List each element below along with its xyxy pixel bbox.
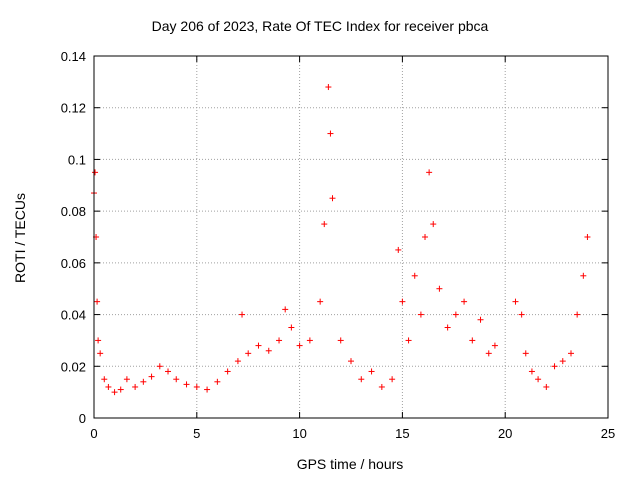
x-tick-label: 20 — [498, 426, 512, 441]
data-point — [461, 298, 468, 305]
chart-points — [91, 84, 591, 396]
data-point — [317, 298, 324, 305]
data-point — [97, 350, 104, 357]
data-point — [411, 272, 418, 279]
data-point — [94, 298, 101, 305]
data-point — [123, 376, 130, 383]
data-point — [276, 337, 283, 344]
data-point — [477, 316, 484, 323]
data-point — [282, 306, 289, 313]
data-point — [417, 311, 424, 318]
data-point — [288, 324, 295, 331]
chart-title: Day 206 of 2023, Rate Of TEC Index for r… — [151, 18, 489, 34]
data-point — [535, 376, 542, 383]
data-point — [559, 358, 566, 365]
data-point — [245, 350, 252, 357]
data-point — [522, 350, 529, 357]
x-tick-label: 5 — [193, 426, 200, 441]
data-point — [436, 285, 443, 292]
data-point — [348, 358, 354, 365]
data-point — [580, 272, 587, 279]
data-point — [193, 383, 200, 390]
chart-grid — [94, 56, 608, 418]
x-tick-label: 15 — [395, 426, 409, 441]
data-point — [173, 376, 180, 383]
data-point — [528, 368, 535, 375]
data-point — [512, 298, 519, 305]
data-point — [567, 350, 574, 357]
data-point — [491, 342, 498, 349]
data-point — [132, 383, 139, 390]
data-point — [255, 342, 262, 349]
x-axis-label: GPS time / hours — [296, 456, 404, 472]
data-point — [485, 350, 492, 357]
y-tick-label: 0.12 — [61, 101, 86, 116]
data-point — [444, 324, 451, 331]
data-point — [234, 358, 241, 365]
y-axis-label: ROTI / TECUs — [12, 193, 28, 283]
plot-frame — [93, 55, 609, 419]
data-point — [389, 376, 396, 383]
data-point — [117, 386, 124, 393]
data-point — [265, 347, 272, 354]
data-point — [111, 389, 118, 396]
data-point — [405, 337, 412, 344]
data-point — [239, 311, 246, 318]
data-point — [518, 311, 525, 318]
data-point — [321, 221, 328, 228]
data-point — [204, 386, 211, 393]
data-point — [105, 383, 112, 390]
data-point — [148, 373, 155, 380]
data-point — [430, 221, 437, 228]
data-point — [543, 383, 550, 390]
y-tick-label: 0.08 — [61, 204, 86, 219]
y-tick-label: 0.06 — [61, 256, 86, 271]
data-point — [395, 246, 402, 253]
data-point — [422, 234, 429, 240]
data-point — [101, 376, 108, 383]
data-point — [584, 234, 591, 240]
data-point — [165, 368, 172, 375]
data-point — [325, 84, 332, 91]
data-point — [214, 378, 221, 385]
y-tick-label: 0.1 — [68, 152, 86, 167]
data-point — [327, 130, 334, 137]
data-point — [426, 169, 433, 176]
data-point — [452, 311, 459, 318]
data-point — [140, 378, 147, 385]
y-tick-label: 0.14 — [61, 49, 86, 64]
data-point — [337, 337, 344, 344]
y-tick-label: 0.04 — [61, 308, 86, 323]
data-point — [574, 311, 581, 318]
data-point — [551, 363, 558, 370]
data-point — [306, 337, 313, 344]
data-point — [224, 368, 231, 375]
data-point — [469, 337, 476, 344]
data-point — [378, 383, 385, 390]
x-tick-label: 10 — [292, 426, 306, 441]
y-tick-label: 0 — [79, 411, 86, 426]
data-point — [296, 342, 303, 349]
data-point — [399, 298, 406, 305]
data-point — [329, 195, 336, 202]
data-point — [95, 337, 102, 344]
data-point — [156, 363, 163, 370]
y-tick-label: 0.02 — [61, 359, 86, 374]
data-point — [92, 169, 99, 176]
x-tick-label: 25 — [601, 426, 615, 441]
x-tick-label: 0 — [90, 426, 97, 441]
data-point — [368, 368, 375, 375]
data-point — [358, 376, 365, 383]
data-point — [183, 381, 190, 388]
